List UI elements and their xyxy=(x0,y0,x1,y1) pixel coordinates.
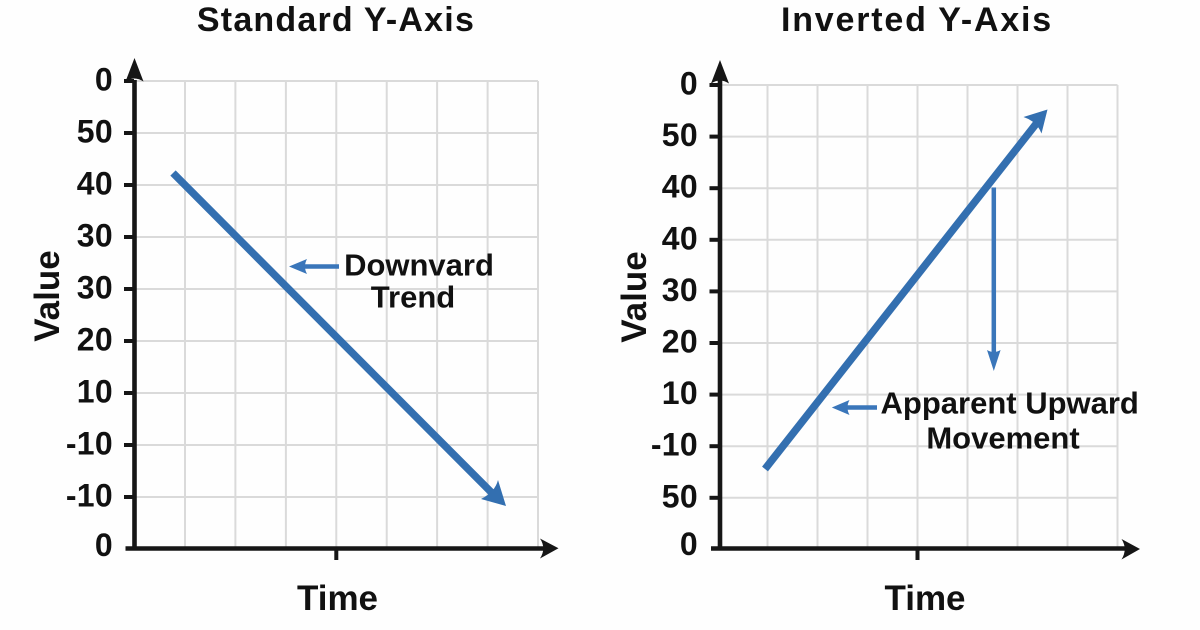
svg-text:Standard Y-Axis: Standard Y-Axis xyxy=(197,1,475,39)
svg-text:Time: Time xyxy=(297,579,378,618)
svg-text:50: 50 xyxy=(77,114,113,150)
svg-text:30: 30 xyxy=(662,272,698,308)
svg-text:Movement: Movement xyxy=(926,421,1079,456)
svg-text:10: 10 xyxy=(662,375,698,411)
svg-text:Downvard: Downvard xyxy=(344,248,494,283)
svg-text:Value: Value xyxy=(615,251,654,342)
svg-text:20: 20 xyxy=(77,322,113,358)
svg-text:40: 40 xyxy=(77,166,113,202)
svg-text:40: 40 xyxy=(662,169,698,205)
svg-text:Apparent Upward: Apparent Upward xyxy=(881,386,1139,421)
svg-text:-10: -10 xyxy=(651,427,698,463)
svg-text:0: 0 xyxy=(680,66,698,102)
svg-text:0: 0 xyxy=(95,62,113,98)
svg-text:40: 40 xyxy=(662,220,698,256)
svg-text:30: 30 xyxy=(77,218,113,254)
svg-text:Trend: Trend xyxy=(371,280,455,315)
svg-text:10: 10 xyxy=(77,374,113,410)
svg-text:0: 0 xyxy=(95,527,113,563)
svg-text:Inverted Y-Axis: Inverted Y-Axis xyxy=(781,1,1053,39)
svg-text:0: 0 xyxy=(680,526,698,562)
svg-text:Time: Time xyxy=(884,579,965,618)
svg-text:50: 50 xyxy=(662,117,698,153)
svg-text:30: 30 xyxy=(77,270,113,306)
svg-text:-10: -10 xyxy=(66,478,113,514)
svg-text:Value: Value xyxy=(28,250,67,341)
svg-text:20: 20 xyxy=(662,324,698,360)
svg-text:-10: -10 xyxy=(66,426,113,462)
svg-text:50: 50 xyxy=(662,478,698,514)
